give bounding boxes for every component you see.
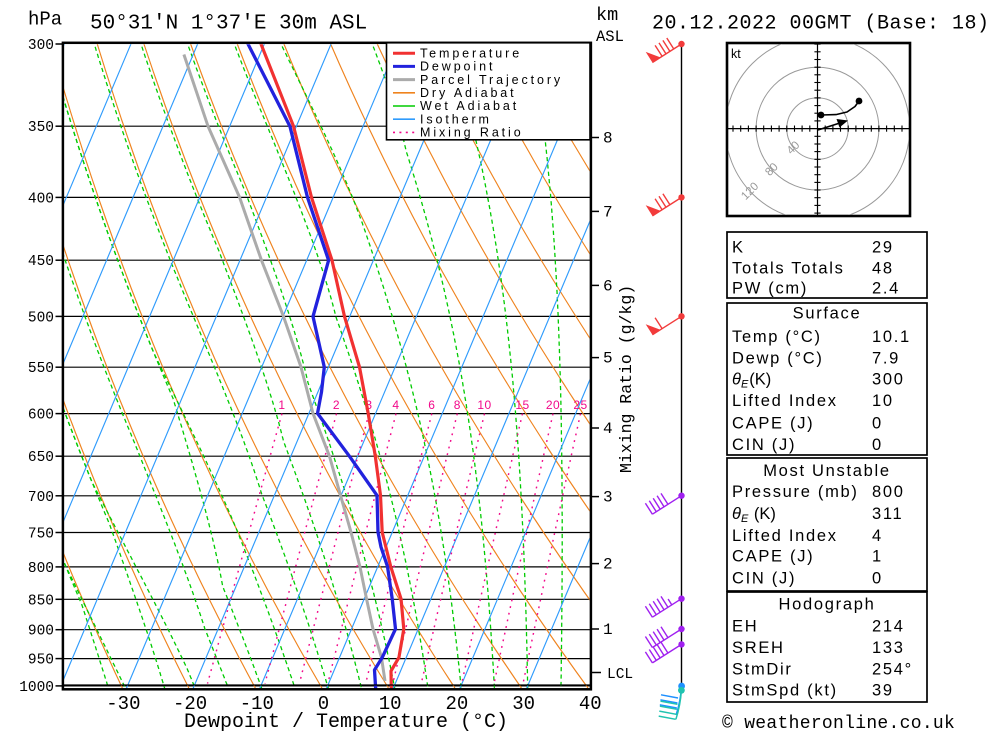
svg-text:6: 6 bbox=[428, 398, 435, 412]
svg-text:40: 40 bbox=[579, 693, 602, 715]
svg-text:-30: -30 bbox=[106, 693, 140, 715]
svg-text:EH: EH bbox=[732, 618, 758, 636]
svg-text:10: 10 bbox=[379, 693, 402, 715]
svg-text:Parcel Trajectory: Parcel Trajectory bbox=[420, 73, 563, 87]
svg-text:kt: kt bbox=[731, 47, 741, 61]
svg-text:Dewpoint / Temperature (°C): Dewpoint / Temperature (°C) bbox=[184, 711, 508, 733]
svg-text:20: 20 bbox=[445, 693, 468, 715]
svg-text:133: 133 bbox=[872, 639, 905, 657]
svg-text:39: 39 bbox=[872, 682, 894, 700]
svg-text:254°: 254° bbox=[872, 661, 913, 679]
svg-text:10: 10 bbox=[477, 398, 491, 412]
svg-text:Pressure (mb): Pressure (mb) bbox=[732, 483, 859, 501]
svg-text:Mixing Ratio (g/kg): Mixing Ratio (g/kg) bbox=[617, 285, 636, 473]
svg-text:Dry Adiabat: Dry Adiabat bbox=[420, 86, 517, 100]
svg-text:LCL: LCL bbox=[607, 667, 633, 683]
svg-text:Temp (°C): Temp (°C) bbox=[732, 328, 822, 346]
svg-text:950: 950 bbox=[28, 653, 54, 669]
svg-text:1: 1 bbox=[278, 398, 285, 412]
svg-text:350: 350 bbox=[28, 120, 54, 136]
svg-text:Dewp (°C): Dewp (°C) bbox=[732, 349, 824, 367]
svg-text:300: 300 bbox=[28, 38, 54, 54]
svg-text:CAPE (J): CAPE (J) bbox=[732, 548, 814, 566]
svg-text:1: 1 bbox=[872, 548, 883, 566]
svg-text:-20: -20 bbox=[173, 693, 207, 715]
svg-text:0: 0 bbox=[872, 436, 883, 454]
svg-text:8: 8 bbox=[603, 130, 613, 148]
svg-text:450: 450 bbox=[28, 254, 54, 270]
svg-text:Dewpoint: Dewpoint bbox=[420, 60, 495, 74]
svg-text:214: 214 bbox=[872, 618, 905, 636]
svg-text:CIN (J): CIN (J) bbox=[732, 569, 796, 587]
svg-text:θE (K): θE (K) bbox=[732, 505, 776, 525]
svg-text:StmSpd (kt): StmSpd (kt) bbox=[732, 682, 838, 700]
svg-text:750: 750 bbox=[28, 527, 54, 543]
svg-text:300: 300 bbox=[872, 371, 905, 389]
svg-text:Totals Totals: Totals Totals bbox=[732, 260, 845, 278]
svg-text:6: 6 bbox=[603, 277, 613, 295]
svg-text:30: 30 bbox=[512, 693, 535, 715]
svg-text:10.1: 10.1 bbox=[872, 328, 911, 346]
svg-text:7: 7 bbox=[603, 203, 613, 221]
svg-text:800: 800 bbox=[872, 483, 905, 501]
svg-text:StmDir: StmDir bbox=[732, 661, 793, 679]
svg-text:CAPE (J): CAPE (J) bbox=[732, 415, 814, 433]
svg-text:1: 1 bbox=[603, 621, 613, 639]
svg-text:2.4: 2.4 bbox=[872, 280, 900, 298]
svg-text:-10: -10 bbox=[240, 693, 274, 715]
svg-text:7.9: 7.9 bbox=[872, 349, 900, 367]
svg-text:0: 0 bbox=[872, 569, 883, 587]
svg-text:Hodograph: Hodograph bbox=[779, 596, 876, 614]
svg-text:Most Unstable: Most Unstable bbox=[763, 462, 891, 480]
svg-text:CIN (J): CIN (J) bbox=[732, 436, 796, 454]
svg-text:850: 850 bbox=[28, 593, 54, 609]
svg-text:25: 25 bbox=[573, 398, 587, 412]
svg-text:311: 311 bbox=[872, 505, 903, 523]
svg-text:θE(K): θE(K) bbox=[732, 371, 771, 391]
svg-text:50°31'N 1°37'E 30m ASL: 50°31'N 1°37'E 30m ASL bbox=[90, 13, 367, 36]
svg-text:0: 0 bbox=[872, 415, 883, 433]
svg-text:4: 4 bbox=[872, 527, 883, 545]
svg-text:5: 5 bbox=[603, 350, 613, 368]
svg-text:20: 20 bbox=[546, 398, 560, 412]
svg-text:20.12.2022 00GMT (Base: 18): 20.12.2022 00GMT (Base: 18) bbox=[652, 13, 990, 36]
svg-text:1000: 1000 bbox=[19, 680, 54, 696]
svg-text:PW (cm): PW (cm) bbox=[732, 280, 808, 298]
svg-text:Temperature: Temperature bbox=[420, 46, 522, 60]
svg-text:K: K bbox=[732, 239, 745, 257]
svg-text:2: 2 bbox=[603, 556, 613, 574]
svg-text:600: 600 bbox=[28, 408, 54, 424]
svg-text:SREH: SREH bbox=[732, 639, 785, 657]
svg-text:0: 0 bbox=[318, 693, 329, 715]
svg-text:4: 4 bbox=[603, 420, 613, 438]
svg-text:10: 10 bbox=[872, 392, 894, 410]
svg-text:550: 550 bbox=[28, 361, 54, 377]
svg-text:48: 48 bbox=[872, 260, 894, 278]
svg-text:29: 29 bbox=[872, 239, 894, 257]
svg-text:4: 4 bbox=[392, 398, 399, 412]
svg-text:3: 3 bbox=[365, 398, 372, 412]
svg-text:650: 650 bbox=[28, 450, 54, 466]
svg-text:hPa: hPa bbox=[28, 9, 62, 31]
svg-text:Lifted Index: Lifted Index bbox=[732, 392, 838, 410]
svg-text:500: 500 bbox=[28, 310, 54, 326]
svg-text:Wet Adiabat: Wet Adiabat bbox=[420, 99, 519, 113]
svg-text:Lifted Index: Lifted Index bbox=[732, 527, 838, 545]
svg-text:3: 3 bbox=[603, 489, 613, 507]
svg-text:Isotherm: Isotherm bbox=[420, 112, 492, 126]
svg-text:ASL: ASL bbox=[596, 28, 624, 46]
svg-text:900: 900 bbox=[28, 624, 54, 640]
svg-text:400: 400 bbox=[28, 191, 54, 207]
svg-text:Surface: Surface bbox=[793, 305, 862, 323]
svg-text:15: 15 bbox=[515, 398, 529, 412]
svg-text:700: 700 bbox=[28, 490, 54, 506]
svg-text:800: 800 bbox=[28, 561, 54, 577]
svg-text:km: km bbox=[596, 5, 618, 26]
svg-text:© weatheronline.co.uk: © weatheronline.co.uk bbox=[722, 714, 955, 733]
svg-text:Mixing Ratio: Mixing Ratio bbox=[420, 126, 524, 140]
svg-text:2: 2 bbox=[333, 398, 340, 412]
svg-text:8: 8 bbox=[454, 398, 461, 412]
